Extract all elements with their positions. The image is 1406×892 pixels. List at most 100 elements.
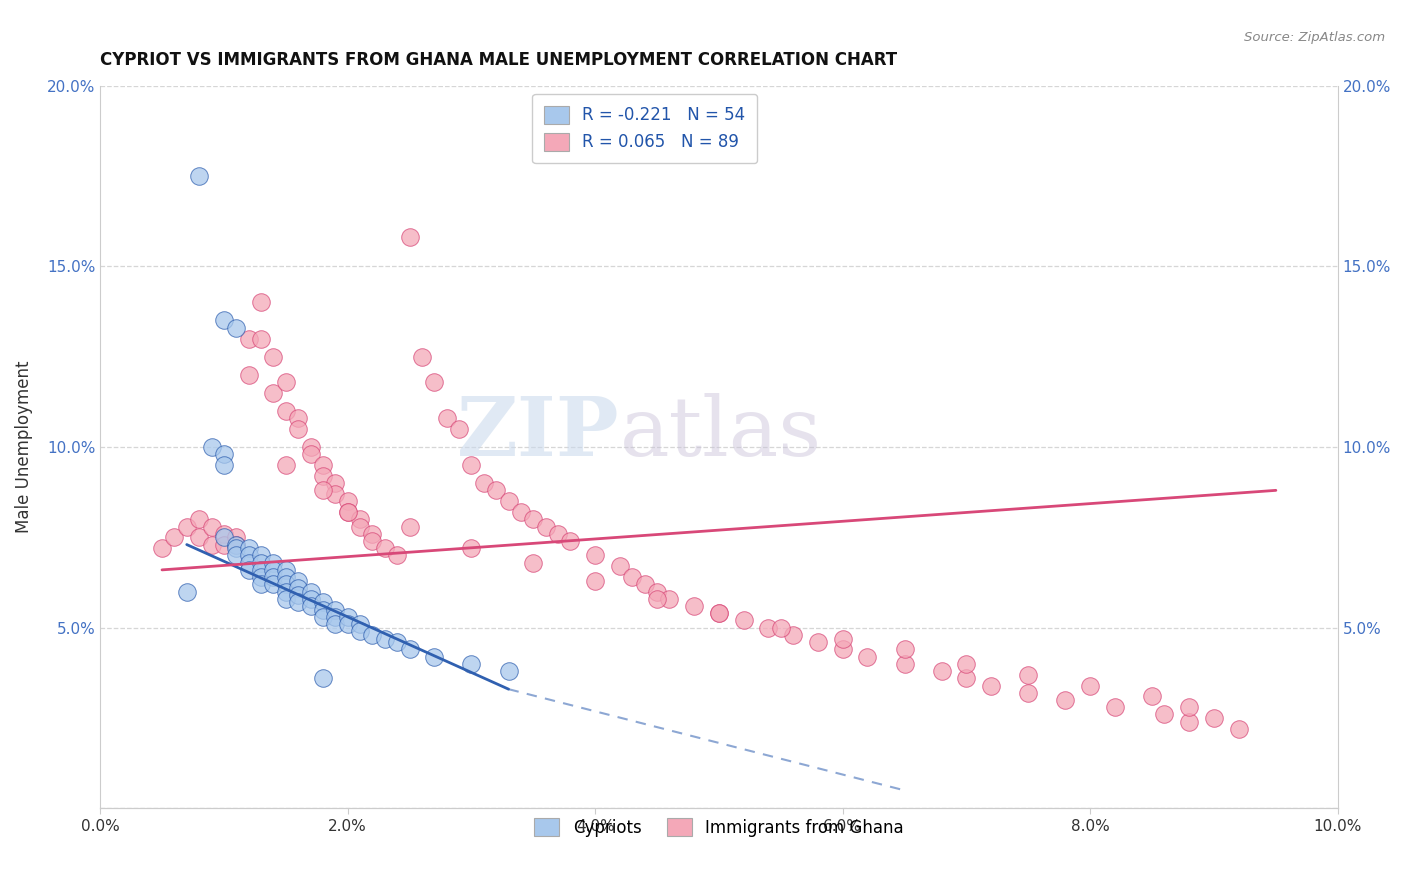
- Point: [287, 422, 309, 436]
- Point: [336, 610, 359, 624]
- Text: atlas: atlas: [620, 392, 823, 473]
- Text: ZIP: ZIP: [457, 392, 620, 473]
- Point: [287, 581, 309, 595]
- Point: [349, 519, 371, 533]
- Point: [609, 559, 631, 574]
- Point: [238, 549, 260, 563]
- Point: [398, 642, 420, 657]
- Point: [212, 313, 235, 327]
- Point: [423, 649, 446, 664]
- Text: CYPRIOT VS IMMIGRANTS FROM GHANA MALE UNEMPLOYMENT CORRELATION CHART: CYPRIOT VS IMMIGRANTS FROM GHANA MALE UN…: [100, 51, 897, 69]
- Point: [250, 549, 273, 563]
- Point: [188, 530, 211, 544]
- Point: [250, 295, 273, 310]
- Point: [583, 549, 606, 563]
- Point: [634, 577, 657, 591]
- Point: [176, 584, 198, 599]
- Point: [411, 350, 433, 364]
- Point: [707, 607, 730, 621]
- Point: [176, 519, 198, 533]
- Point: [522, 512, 544, 526]
- Point: [893, 642, 915, 657]
- Point: [312, 610, 335, 624]
- Point: [299, 440, 322, 454]
- Point: [349, 624, 371, 639]
- Point: [1078, 679, 1101, 693]
- Point: [769, 621, 792, 635]
- Point: [361, 628, 384, 642]
- Point: [262, 385, 284, 400]
- Point: [299, 447, 322, 461]
- Point: [188, 169, 211, 183]
- Point: [312, 483, 335, 498]
- Point: [312, 595, 335, 609]
- Point: [498, 664, 520, 678]
- Point: [287, 588, 309, 602]
- Point: [323, 610, 346, 624]
- Y-axis label: Male Unemployment: Male Unemployment: [15, 360, 32, 533]
- Point: [374, 632, 396, 646]
- Point: [658, 591, 681, 606]
- Point: [274, 570, 297, 584]
- Point: [509, 505, 531, 519]
- Point: [312, 602, 335, 616]
- Point: [225, 320, 247, 334]
- Point: [336, 505, 359, 519]
- Point: [374, 541, 396, 556]
- Point: [274, 375, 297, 389]
- Point: [225, 530, 247, 544]
- Point: [385, 549, 408, 563]
- Point: [212, 458, 235, 472]
- Point: [1178, 700, 1201, 714]
- Point: [238, 556, 260, 570]
- Point: [447, 422, 470, 436]
- Point: [1017, 686, 1039, 700]
- Point: [436, 411, 458, 425]
- Point: [274, 404, 297, 418]
- Point: [212, 538, 235, 552]
- Point: [262, 350, 284, 364]
- Point: [274, 584, 297, 599]
- Point: [361, 533, 384, 548]
- Point: [856, 649, 879, 664]
- Point: [200, 519, 222, 533]
- Point: [460, 541, 482, 556]
- Point: [188, 512, 211, 526]
- Point: [200, 538, 222, 552]
- Point: [323, 476, 346, 491]
- Point: [274, 591, 297, 606]
- Point: [274, 577, 297, 591]
- Text: Source: ZipAtlas.com: Source: ZipAtlas.com: [1244, 31, 1385, 45]
- Point: [262, 556, 284, 570]
- Point: [560, 533, 582, 548]
- Point: [212, 530, 235, 544]
- Point: [645, 591, 668, 606]
- Point: [250, 570, 273, 584]
- Point: [733, 614, 755, 628]
- Point: [336, 505, 359, 519]
- Point: [299, 584, 322, 599]
- Point: [250, 577, 273, 591]
- Point: [398, 519, 420, 533]
- Point: [225, 538, 247, 552]
- Point: [312, 671, 335, 685]
- Point: [287, 574, 309, 588]
- Point: [150, 541, 173, 556]
- Point: [980, 679, 1002, 693]
- Point: [893, 657, 915, 671]
- Point: [238, 368, 260, 382]
- Point: [398, 230, 420, 244]
- Point: [336, 494, 359, 508]
- Point: [274, 458, 297, 472]
- Point: [423, 375, 446, 389]
- Point: [287, 595, 309, 609]
- Point: [758, 621, 780, 635]
- Point: [250, 563, 273, 577]
- Point: [460, 657, 482, 671]
- Point: [621, 570, 644, 584]
- Point: [547, 526, 569, 541]
- Point: [1202, 711, 1225, 725]
- Point: [522, 556, 544, 570]
- Point: [262, 563, 284, 577]
- Point: [262, 577, 284, 591]
